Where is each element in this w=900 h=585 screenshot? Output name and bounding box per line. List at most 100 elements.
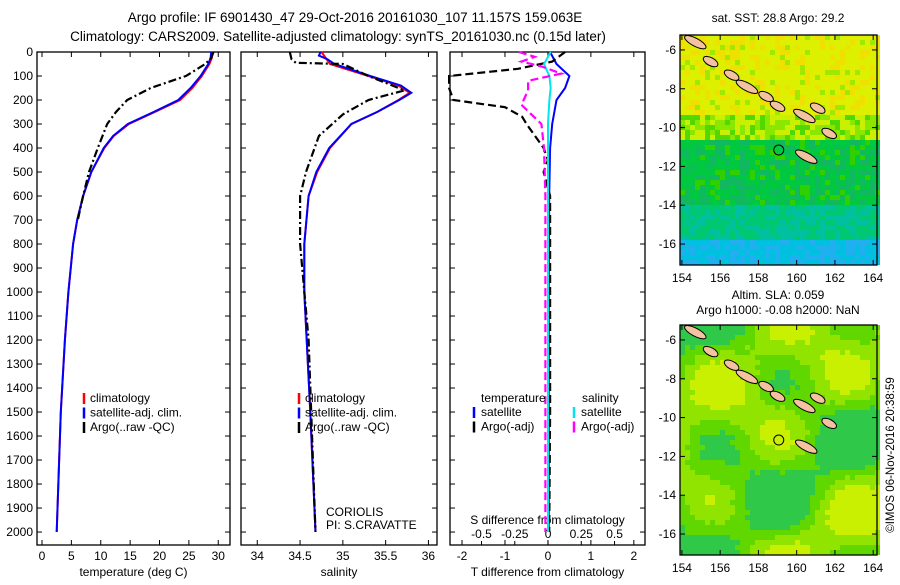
- map-cell: [715, 100, 720, 105]
- map-cell: [785, 335, 790, 340]
- map-cell: [680, 540, 685, 545]
- lon-tick-label: 158: [748, 271, 768, 285]
- map-cell: [685, 380, 690, 385]
- map-cell: [840, 50, 845, 55]
- map-cell: [830, 155, 835, 160]
- map-cell: [815, 550, 820, 555]
- map-cell: [840, 505, 845, 510]
- map-cell: [755, 335, 760, 340]
- map-cell: [695, 540, 700, 545]
- map-cell: [685, 185, 690, 190]
- map-cell: [870, 120, 875, 125]
- map-cell: [745, 330, 750, 335]
- map-cell: [745, 220, 750, 225]
- map-cell: [835, 475, 840, 480]
- map-cell: [680, 150, 685, 155]
- map-cell: [800, 45, 805, 50]
- map-cell: [800, 190, 805, 195]
- map-cell: [720, 130, 725, 135]
- map-cell: [770, 65, 775, 70]
- map-cell: [785, 115, 790, 120]
- map-cell: [865, 345, 870, 350]
- map-cell: [830, 55, 835, 60]
- map-cell: [755, 500, 760, 505]
- map-cell: [840, 440, 845, 445]
- map-cell: [845, 475, 850, 480]
- map-cell: [725, 400, 730, 405]
- map-cell: [750, 450, 755, 455]
- map-cell: [805, 180, 810, 185]
- map-cell: [750, 330, 755, 335]
- map-cell: [720, 250, 725, 255]
- map-cell: [855, 420, 860, 425]
- map-cell: [870, 110, 875, 115]
- map-cell: [825, 185, 830, 190]
- map-cell: [705, 475, 710, 480]
- map-cell: [840, 220, 845, 225]
- map-cell: [750, 465, 755, 470]
- map-cell: [780, 495, 785, 500]
- map-cell: [795, 530, 800, 535]
- map-cell: [735, 505, 740, 510]
- map-cell: [830, 120, 835, 125]
- map-cell: [805, 225, 810, 230]
- map-cell: [805, 355, 810, 360]
- map-cell: [740, 360, 745, 365]
- map-cell: [710, 40, 715, 45]
- map-cell: [845, 75, 850, 80]
- map-cell: [820, 45, 825, 50]
- map-cell: [780, 410, 785, 415]
- map-cell: [800, 90, 805, 95]
- map-cell: [860, 510, 865, 515]
- map-cell: [755, 425, 760, 430]
- map-cell: [715, 190, 720, 195]
- series-line-salinity-argo-adj-: [517, 50, 566, 532]
- map-cell: [790, 220, 795, 225]
- map-cell: [695, 140, 700, 145]
- map-cell: [690, 400, 695, 405]
- map-cell: [795, 350, 800, 355]
- map-cell: [745, 50, 750, 55]
- map-cell: [855, 425, 860, 430]
- map-cell: [855, 235, 860, 240]
- map-cell: [795, 90, 800, 95]
- map-cell: [845, 255, 850, 260]
- island-shape: [809, 102, 826, 114]
- map-cell: [835, 160, 840, 165]
- map-cell: [805, 110, 810, 115]
- map-cell: [740, 245, 745, 250]
- map-cell: [845, 80, 850, 85]
- map-cell: [710, 165, 715, 170]
- map-cell: [770, 485, 775, 490]
- map-cell: [820, 95, 825, 100]
- map-cell: [740, 480, 745, 485]
- map-cell: [835, 180, 840, 185]
- map-cell: [870, 210, 875, 215]
- map-cell: [840, 225, 845, 230]
- map-cell: [830, 200, 835, 205]
- map-cell: [740, 160, 745, 165]
- map-cell: [705, 415, 710, 420]
- map-cell: [730, 50, 735, 55]
- map-cell: [820, 540, 825, 545]
- map-cell: [865, 115, 870, 120]
- map-cell: [830, 445, 835, 450]
- map-cell: [850, 475, 855, 480]
- map-cell: [800, 65, 805, 70]
- map-cell: [870, 90, 875, 95]
- map-cell: [770, 70, 775, 75]
- map-cell: [740, 495, 745, 500]
- map-cell: [795, 480, 800, 485]
- map-cell: [700, 345, 705, 350]
- map-cell: [730, 205, 735, 210]
- map-cell: [825, 210, 830, 215]
- map-cell: [690, 240, 695, 245]
- map-cell: [870, 535, 875, 540]
- map-cell: [705, 520, 710, 525]
- map-cell: [845, 455, 850, 460]
- lat-tick-label: -6: [665, 43, 676, 57]
- map-cell: [765, 195, 770, 200]
- map-cell: [870, 380, 875, 385]
- y-tick-label: 1700: [6, 453, 33, 467]
- map-cell: [855, 385, 860, 390]
